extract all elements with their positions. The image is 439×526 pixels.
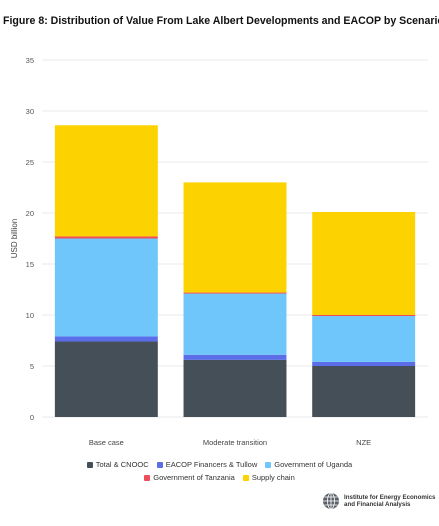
legend-swatch [86, 461, 93, 468]
bar-segment [183, 359, 287, 417]
globe-icon [323, 492, 339, 510]
bar-segment [312, 361, 416, 366]
bar-segment [312, 316, 416, 362]
legend-item: Supply chain [242, 473, 295, 482]
legend-swatch [156, 461, 163, 468]
legend-swatch [242, 474, 249, 481]
bar-segment [54, 336, 158, 342]
legend-item: EACOP Financers & Tullow [156, 460, 258, 469]
y-tick-label: 30 [26, 107, 34, 116]
legend-item: Government of Tanzania [144, 473, 235, 482]
chart-title: Figure 8: Distribution of Value From Lak… [3, 15, 439, 27]
legend-row: Total & CNOOC EACOP Financers & Tullow Gov… [0, 460, 439, 469]
legend-row: Government of Tanzania Supply chain [0, 473, 439, 482]
y-tick-label: 5 [30, 362, 34, 371]
x-tick-label: Moderate transition [203, 438, 267, 447]
legend-item: Total & CNOOC [86, 460, 149, 469]
bar-segment [183, 292, 287, 294]
bar-segment [54, 238, 158, 337]
bar-segment [312, 315, 416, 317]
logo-line-1: Institute for Energy Economics [344, 494, 436, 501]
chart-legend: Total & CNOOC EACOP Financers & Tullow Gov… [0, 460, 439, 486]
y-tick-label: 25 [26, 158, 34, 167]
legend-label: Government of Tanzania [153, 473, 235, 482]
legend-swatch [144, 474, 151, 481]
y-tick-label: 10 [26, 311, 34, 320]
y-tick-label: 0 [30, 413, 34, 422]
bar-segment [54, 236, 158, 239]
legend-label: Government of Uganda [274, 460, 353, 469]
legend-label: EACOP Financers & Tullow [165, 460, 258, 469]
y-tick-label: 15 [26, 260, 34, 269]
bar-segment [183, 354, 287, 360]
y-tick-label: 20 [26, 209, 34, 218]
bar-segment [54, 341, 158, 417]
y-axis-label: USD billion [10, 219, 19, 259]
legend-label: Total & CNOOC [95, 460, 149, 469]
legend-swatch [265, 461, 272, 468]
stacked-bar-chart: 0 5 10 15 20 25 30 35 USD billion Base case Modera… [10, 56, 428, 447]
x-tick-label: Base case [89, 438, 124, 447]
x-tick-label: NZE [356, 438, 371, 447]
logo-line-2: and Financial Analysis [344, 501, 411, 508]
bar-segment [312, 366, 416, 417]
ieefa-logo: Institute for Energy Economics and Finan… [322, 492, 435, 510]
bar-segment [183, 293, 287, 355]
bar-segment [312, 211, 416, 315]
bar-segment [54, 125, 158, 237]
legend-item: Government of Uganda [265, 460, 352, 469]
bar-segment [183, 182, 287, 293]
y-tick-label: 35 [26, 56, 34, 65]
legend-label: Supply chain [251, 473, 295, 482]
